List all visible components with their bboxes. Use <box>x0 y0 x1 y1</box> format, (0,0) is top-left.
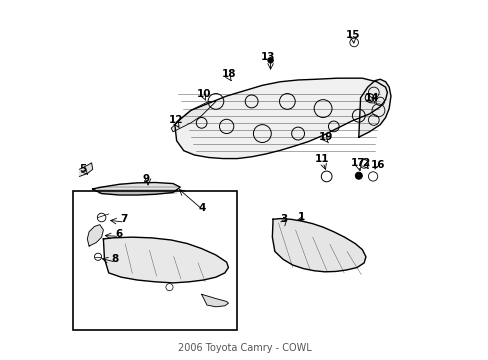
Circle shape <box>267 58 273 63</box>
Text: 2: 2 <box>362 158 369 168</box>
Polygon shape <box>93 183 180 195</box>
Circle shape <box>354 172 362 179</box>
Text: 5: 5 <box>79 164 86 174</box>
Text: 13: 13 <box>260 52 274 62</box>
Text: 12: 12 <box>168 115 183 125</box>
Text: 11: 11 <box>314 154 329 164</box>
Bar <box>73 191 237 330</box>
Polygon shape <box>175 78 386 158</box>
Text: 4: 4 <box>198 203 205 212</box>
Text: 1: 1 <box>297 212 304 222</box>
Polygon shape <box>358 79 390 137</box>
Text: 19: 19 <box>318 132 332 142</box>
Text: 6: 6 <box>115 229 122 239</box>
Text: 8: 8 <box>111 254 119 264</box>
Text: 18: 18 <box>222 69 236 79</box>
Polygon shape <box>80 163 93 176</box>
Polygon shape <box>87 225 103 246</box>
Text: 14: 14 <box>365 93 379 103</box>
Text: 2006 Toyota Camry - COWL: 2006 Toyota Camry - COWL <box>177 343 311 353</box>
Text: 3: 3 <box>280 213 287 224</box>
Text: 10: 10 <box>197 89 211 99</box>
Polygon shape <box>171 102 216 132</box>
Text: 16: 16 <box>370 159 384 170</box>
Text: 9: 9 <box>142 174 149 184</box>
Text: 15: 15 <box>346 30 360 40</box>
Polygon shape <box>272 219 365 272</box>
Polygon shape <box>103 237 228 283</box>
Polygon shape <box>201 294 228 307</box>
Text: 7: 7 <box>120 214 127 224</box>
Text: 17: 17 <box>350 158 365 168</box>
